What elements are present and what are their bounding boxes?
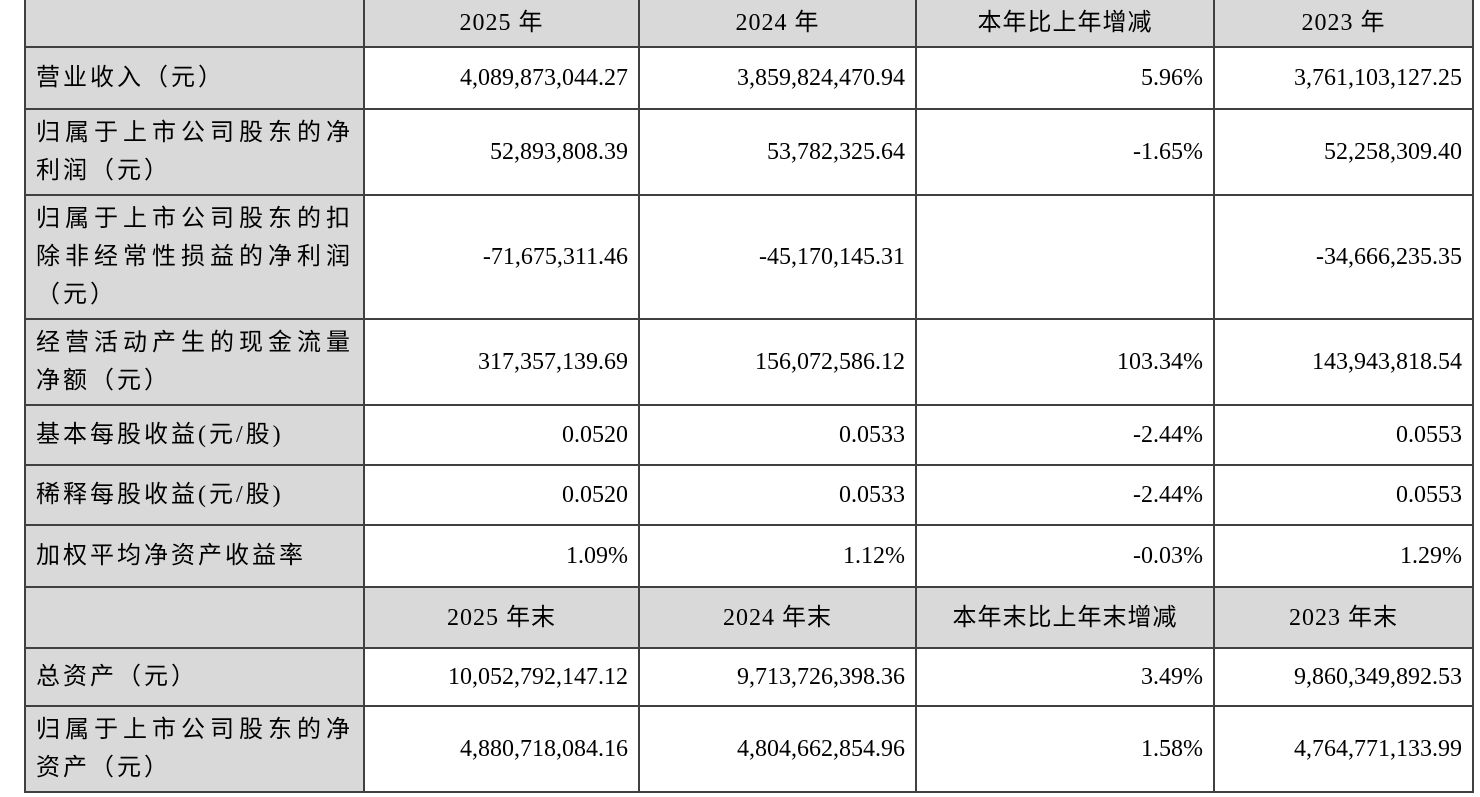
financial-summary-table: 2025 年 2024 年 本年比上年增减 2023 年 营业收入（元） 4,0…	[24, 0, 1474, 793]
value-2023: 3,761,103,127.25	[1213, 46, 1474, 110]
col-header-2023-end: 2023 年末	[1213, 586, 1474, 649]
table-row-revenue: 营业收入（元） 4,089,873,044.27 3,859,824,470.9…	[24, 46, 1474, 110]
value-2023: 9,860,349,892.53	[1213, 647, 1474, 707]
table-row-net-assets: 归属于上市公司股东的净资产（元） 4,880,718,084.16 4,804,…	[24, 705, 1474, 793]
table-row-net-profit: 归属于上市公司股东的净利润（元） 52,893,808.39 53,782,32…	[24, 108, 1474, 196]
table-row-operating-cash-flow: 经营活动产生的现金流量净额（元） 317,357,139.69 156,072,…	[24, 318, 1474, 406]
value-2024: 9,713,726,398.36	[638, 647, 917, 707]
value-change: 5.96%	[915, 46, 1215, 110]
table-row-diluted-eps: 稀释每股收益(元/股) 0.0520 0.0533 -2.44% 0.0553	[24, 464, 1474, 526]
period-end-header-row: 2025 年末 2024 年末 本年末比上年末增减 2023 年末	[24, 586, 1474, 649]
value-change	[915, 194, 1215, 320]
table-row-basic-eps: 基本每股收益(元/股) 0.0520 0.0533 -2.44% 0.0553	[24, 404, 1474, 466]
value-2023: 1.29%	[1213, 524, 1474, 588]
value-2024: -45,170,145.31	[638, 194, 917, 320]
value-2025: 4,880,718,084.16	[363, 705, 640, 793]
value-change: 103.34%	[915, 318, 1215, 406]
row-label: 归属于上市公司股东的净利润（元）	[24, 108, 365, 196]
period-header-row: 2025 年 2024 年 本年比上年增减 2023 年	[24, 0, 1474, 48]
row-label: 归属于上市公司股东的净资产（元）	[24, 705, 365, 793]
col-header-2025: 2025 年	[363, 0, 640, 48]
value-2023: 143,943,818.54	[1213, 318, 1474, 406]
value-change: -2.44%	[915, 404, 1215, 466]
row-label: 总资产（元）	[24, 647, 365, 707]
value-2025: 0.0520	[363, 404, 640, 466]
value-change: -1.65%	[915, 108, 1215, 196]
row-label: 基本每股收益(元/股)	[24, 404, 365, 466]
value-2024: 1.12%	[638, 524, 917, 588]
col-header-2025-end: 2025 年末	[363, 586, 640, 649]
col-header-2023: 2023 年	[1213, 0, 1474, 48]
value-2025: 317,357,139.69	[363, 318, 640, 406]
table-row-weighted-avg-roe: 加权平均净资产收益率 1.09% 1.12% -0.03% 1.29%	[24, 524, 1474, 588]
value-change: -2.44%	[915, 464, 1215, 526]
col-header-2024-end: 2024 年末	[638, 586, 917, 649]
value-change: 3.49%	[915, 647, 1215, 707]
value-2024: 4,804,662,854.96	[638, 705, 917, 793]
value-2025: -71,675,311.46	[363, 194, 640, 320]
value-2023: 0.0553	[1213, 464, 1474, 526]
value-2024: 0.0533	[638, 464, 917, 526]
value-2024: 3,859,824,470.94	[638, 46, 917, 110]
value-2023: 0.0553	[1213, 404, 1474, 466]
table-row-total-assets: 总资产（元） 10,052,792,147.12 9,713,726,398.3…	[24, 647, 1474, 707]
value-2023: 4,764,771,133.99	[1213, 705, 1474, 793]
row-label: 营业收入（元）	[24, 46, 365, 110]
row-label: 加权平均净资产收益率	[24, 524, 365, 588]
value-2023: 52,258,309.40	[1213, 108, 1474, 196]
row-label: 稀释每股收益(元/股)	[24, 464, 365, 526]
table-row-net-profit-excl-nonrecurring: 归属于上市公司股东的扣除非经常性损益的净利润（元） -71,675,311.46…	[24, 194, 1474, 320]
col-header-yoy-end-change: 本年末比上年末增减	[915, 586, 1215, 649]
col-header-yoy-change: 本年比上年增减	[915, 0, 1215, 48]
col-header-2024: 2024 年	[638, 0, 917, 48]
value-2025: 4,089,873,044.27	[363, 46, 640, 110]
value-2024: 156,072,586.12	[638, 318, 917, 406]
value-2025: 52,893,808.39	[363, 108, 640, 196]
value-2025: 10,052,792,147.12	[363, 647, 640, 707]
row-label: 经营活动产生的现金流量净额（元）	[24, 318, 365, 406]
value-2024: 53,782,325.64	[638, 108, 917, 196]
row-label: 归属于上市公司股东的扣除非经常性损益的净利润（元）	[24, 194, 365, 320]
corner-cell	[24, 0, 365, 48]
value-change: 1.58%	[915, 705, 1215, 793]
corner-cell	[24, 586, 365, 649]
value-2023: -34,666,235.35	[1213, 194, 1474, 320]
value-2024: 0.0533	[638, 404, 917, 466]
value-2025: 1.09%	[363, 524, 640, 588]
value-2025: 0.0520	[363, 464, 640, 526]
value-change: -0.03%	[915, 524, 1215, 588]
